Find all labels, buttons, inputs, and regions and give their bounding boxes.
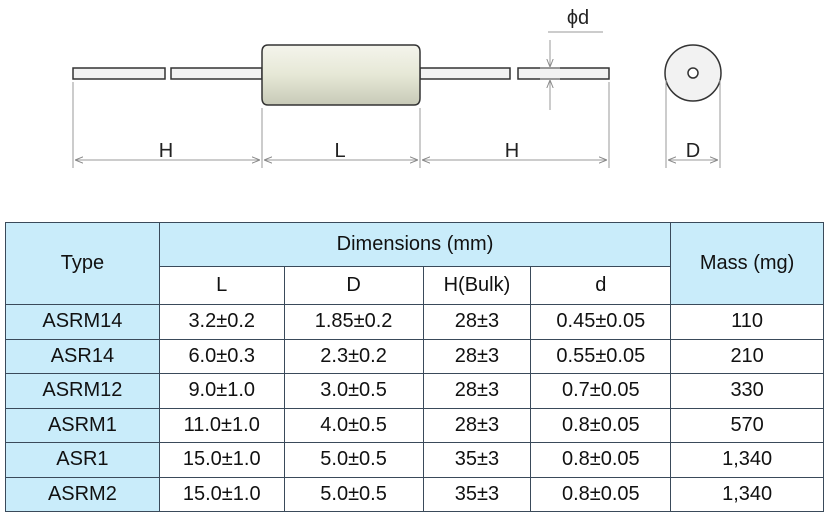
table-cell: 3.2±0.2 xyxy=(158,304,285,340)
table-cell: 1,340 xyxy=(670,476,824,512)
header-cell: d xyxy=(530,266,672,305)
table-cell: 330 xyxy=(670,373,824,409)
table-cell: 0.55±0.05 xyxy=(530,338,672,374)
table-cell: 9.0±1.0 xyxy=(158,373,285,409)
dimension-table: Type Dimensions (mm) Mass (mg) L D H(Bulk) d AS… xyxy=(5,222,824,512)
table-cell: 28±3 xyxy=(422,304,532,340)
header-cell: D xyxy=(283,266,424,305)
header-cell: Type xyxy=(5,222,160,305)
table-cell: 4.0±0.5 xyxy=(283,407,424,443)
table-cell: 2.3±0.2 xyxy=(283,338,424,374)
table-cell: 6.0±0.3 xyxy=(158,338,285,374)
table-cell: 11.0±1.0 xyxy=(158,407,285,443)
table-cell: ASR14 xyxy=(5,338,160,374)
table-cell: 0.8±0.05 xyxy=(530,442,672,478)
table-cell: 1,340 xyxy=(670,442,824,478)
dim-label: L xyxy=(334,140,345,162)
table-cell: ASRM2 xyxy=(5,476,160,512)
resistor-diagram: ϕd H L H D xyxy=(72,7,722,168)
table-cell: 0.45±0.05 xyxy=(530,304,672,340)
header-cell: Dimensions (mm) xyxy=(158,222,672,267)
dim-label: H xyxy=(505,140,519,162)
table-cell: 35±3 xyxy=(422,476,532,512)
table-row: ASRM1 11.0±1.0 4.0±0.5 28±3 0.8±0.05 570 xyxy=(5,407,824,443)
table-row: ASR1 15.0±1.0 5.0±0.5 35±3 0.8±0.05 1,340 xyxy=(5,442,824,478)
table-cell: ASR1 xyxy=(5,442,160,478)
header-cell: Mass (mg) xyxy=(670,222,824,305)
table-cell: 0.8±0.05 xyxy=(530,407,672,443)
table-cell: 570 xyxy=(670,407,824,443)
table-cell: ASRM14 xyxy=(5,304,160,340)
table-cell: ASRM12 xyxy=(5,373,160,409)
table-cell: 110 xyxy=(670,304,824,340)
table-cell: 0.8±0.05 xyxy=(530,476,672,512)
table-cell: 3.0±0.5 xyxy=(283,373,424,409)
table-cell: 28±3 xyxy=(422,338,532,374)
table-row: ASRM14 3.2±0.2 1.85±0.2 28±3 0.45±0.05 110 xyxy=(5,304,824,340)
header-cell: L xyxy=(158,266,285,305)
table-cell: 0.7±0.05 xyxy=(530,373,672,409)
table-row: L D H(Bulk) d xyxy=(6,266,824,305)
table-cell: 5.0±0.5 xyxy=(283,476,424,512)
table-row: ASRM12 9.0±1.0 3.0±0.5 28±3 0.7±0.05 330 xyxy=(5,373,824,409)
header-cell: H(Bulk) xyxy=(422,266,532,305)
dim-label: ϕd xyxy=(567,7,589,29)
table-cell: 35±3 xyxy=(422,442,532,478)
table-row: Type Dimensions (mm) Mass (mg) xyxy=(5,222,824,305)
dim-label: H xyxy=(159,140,173,162)
table-cell: 15.0±1.0 xyxy=(158,442,285,478)
table-cell: 28±3 xyxy=(422,373,532,409)
table-cell: 15.0±1.0 xyxy=(158,476,285,512)
table-cell: 28±3 xyxy=(422,407,532,443)
table-cell: 210 xyxy=(670,338,824,374)
table-cell: ASRM1 xyxy=(5,407,160,443)
table-cell: 5.0±0.5 xyxy=(283,442,424,478)
dim-label: D xyxy=(686,140,700,162)
table-cell: 1.85±0.2 xyxy=(283,304,424,340)
table-row: ASRM2 15.0±1.0 5.0±0.5 35±3 0.8±0.05 1,340 xyxy=(5,476,824,512)
table-row: ASR14 6.0±0.3 2.3±0.2 28±3 0.55±0.05 210 xyxy=(5,338,824,374)
